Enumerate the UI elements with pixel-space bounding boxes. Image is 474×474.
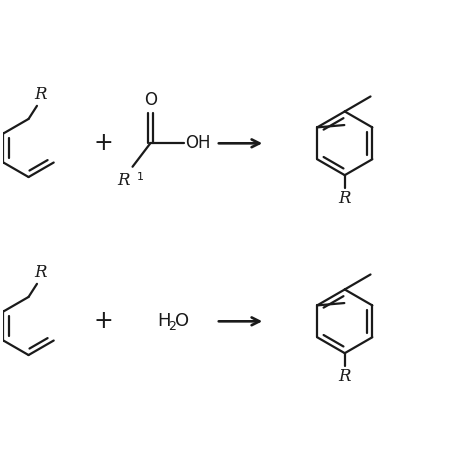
Text: R: R <box>338 368 351 385</box>
Text: OH: OH <box>185 134 210 152</box>
Text: R: R <box>34 85 46 102</box>
Text: O: O <box>144 91 157 109</box>
Text: R: R <box>338 190 351 207</box>
Text: +: + <box>94 131 113 155</box>
Text: R: R <box>34 264 46 281</box>
Text: O: O <box>175 312 189 330</box>
Text: R: R <box>118 173 130 189</box>
Text: +: + <box>94 310 113 333</box>
Text: 1: 1 <box>137 173 144 182</box>
Text: 2: 2 <box>168 319 175 332</box>
Text: H: H <box>157 312 171 330</box>
